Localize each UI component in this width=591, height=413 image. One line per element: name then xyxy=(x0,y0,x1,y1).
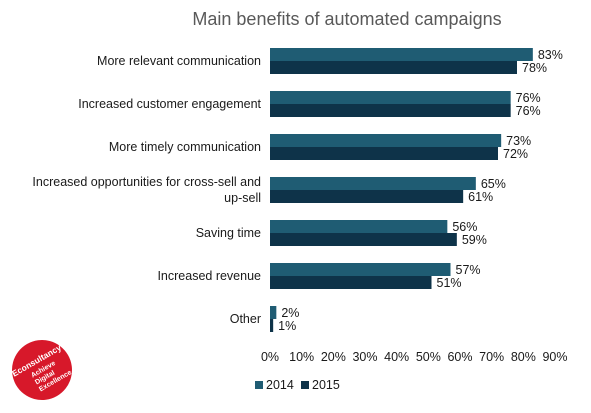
bar-2014-6 xyxy=(270,306,277,319)
legend-label-2015: 2015 xyxy=(312,378,340,392)
value-label-2014-1: 76% xyxy=(516,91,541,105)
bar-2014-1 xyxy=(270,91,511,104)
category-label-0: More relevant communication xyxy=(97,54,261,68)
x-tick-label-0: 0% xyxy=(261,350,279,364)
category-label-2: More timely communication xyxy=(109,140,261,154)
bar-2015-5 xyxy=(270,276,432,289)
legend-label-2014: 2014 xyxy=(266,378,294,392)
x-tick-label-4: 40% xyxy=(384,350,409,364)
category-label-5: Increased revenue xyxy=(157,269,261,283)
logo-circle xyxy=(12,340,72,400)
category-label-6: Other xyxy=(230,312,261,326)
x-axis-ticks: 0% 10% 20% 30% 40% 50% 60% 70% 80% 90% xyxy=(261,350,568,364)
x-tick-label-7: 70% xyxy=(479,350,504,364)
bar-2014-0 xyxy=(270,48,533,61)
chart-title: Main benefits of automated campaigns xyxy=(192,9,501,29)
x-tick-label-3: 30% xyxy=(352,350,377,364)
value-label-2014-4: 56% xyxy=(452,220,477,234)
x-tick-label-5: 50% xyxy=(416,350,441,364)
bar-2015-1 xyxy=(270,104,511,117)
category-label-1: Increased customer engagement xyxy=(78,97,261,111)
x-tick-label-1: 10% xyxy=(289,350,314,364)
bars-group xyxy=(270,48,533,332)
x-tick-label-8: 80% xyxy=(511,350,536,364)
category-label-3-line-1: up-sell xyxy=(224,191,261,205)
value-label-2014-6: 2% xyxy=(281,306,299,320)
legend-swatch-2015 xyxy=(301,381,309,389)
legend: 2014 2015 xyxy=(255,378,340,392)
value-label-2015-5: 51% xyxy=(437,276,462,290)
bar-2014-5 xyxy=(270,263,451,276)
value-labels: 83%78% 76%76% 73%72% 65%61% 56%59% 57%51% 2%1% xyxy=(278,48,563,333)
category-label-3-line-0: Increased opportunities for cross-sell a… xyxy=(32,175,261,189)
value-label-2014-0: 83% xyxy=(538,48,563,62)
value-label-2015-3: 61% xyxy=(468,190,493,204)
x-tick-label-6: 60% xyxy=(447,350,472,364)
value-label-2014-2: 73% xyxy=(506,134,531,148)
value-label-2015-4: 59% xyxy=(462,233,487,247)
bar-2014-4 xyxy=(270,220,448,233)
bar-2015-6 xyxy=(270,319,274,332)
bar-2015-2 xyxy=(270,147,498,160)
value-label-2014-5: 57% xyxy=(456,263,481,277)
value-label-2015-2: 72% xyxy=(503,147,528,161)
value-label-2015-0: 78% xyxy=(522,61,547,75)
bar-2014-2 xyxy=(270,134,502,147)
x-tick-label-2: 20% xyxy=(321,350,346,364)
bar-2015-4 xyxy=(270,233,457,246)
x-tick-label-9: 90% xyxy=(542,350,567,364)
value-label-2015-1: 76% xyxy=(516,104,541,118)
bar-2014-3 xyxy=(270,177,476,190)
category-label-4: Saving time xyxy=(196,226,261,240)
bar-2015-0 xyxy=(270,61,517,74)
bar-2015-3 xyxy=(270,190,464,203)
value-label-2014-3: 65% xyxy=(481,177,506,191)
econsultancy-logo: Econsultancy Achieve Digital Excellence xyxy=(10,340,73,400)
value-label-2015-6: 1% xyxy=(278,319,296,333)
category-labels: More relevant communication Increased cus… xyxy=(32,54,261,326)
legend-swatch-2014 xyxy=(255,381,263,389)
